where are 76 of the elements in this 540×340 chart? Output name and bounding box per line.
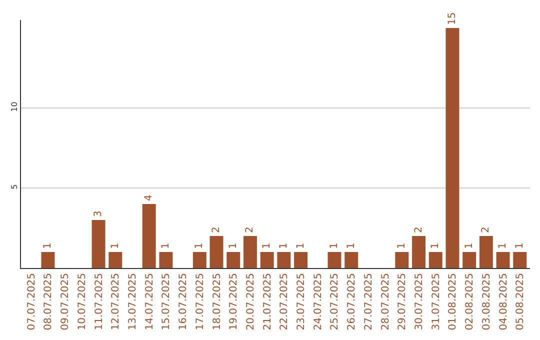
x-tick-label: 18.07.2025 (212, 273, 223, 330)
bar (513, 252, 527, 268)
x-tick-label: 07.07.2025 (26, 273, 38, 330)
x-tick-label: 02.08.2025 (464, 273, 476, 330)
x-tick-label: 27.07.2025 (363, 273, 374, 330)
bar (395, 252, 409, 268)
data-label: 1 (262, 242, 273, 249)
bar (328, 252, 342, 268)
x-tick-label: 14.07.2025 (144, 273, 156, 330)
data-label: 1 (42, 242, 54, 249)
x-tick-label: 28.07.2025 (380, 273, 392, 330)
data-label: 4 (144, 194, 155, 201)
bar (260, 252, 274, 268)
x-tick-label: 01.08.2025 (448, 273, 459, 330)
data-label: 1 (498, 242, 509, 249)
x-tick-label: 16.07.2025 (178, 273, 190, 330)
bar (41, 252, 55, 268)
x-tick-label: 25.07.2025 (330, 273, 341, 330)
bar (446, 28, 460, 268)
data-label: 1 (278, 242, 290, 249)
bar (412, 236, 426, 268)
bar (142, 204, 156, 268)
y-tick-label: 5 (10, 184, 19, 190)
data-label: 1 (110, 242, 121, 249)
data-label: 1 (464, 242, 475, 249)
x-tick-label: 03.08.2025 (481, 273, 492, 330)
x-tick-label: 29.07.2025 (397, 273, 408, 330)
data-label: 1 (194, 242, 206, 249)
data-label: 2 (413, 226, 424, 233)
x-tick-label: 17.07.2025 (194, 273, 206, 330)
data-label: 2 (244, 226, 256, 233)
data-label: 1 (160, 242, 172, 249)
x-tick-label: 26.07.2025 (346, 273, 358, 330)
bar (210, 236, 224, 268)
x-tick-label: 08.07.2025 (43, 273, 54, 330)
x-tick-label: 13.07.2025 (127, 273, 138, 330)
bar (294, 252, 308, 268)
x-tick-label: 31.07.2025 (430, 273, 442, 330)
bar (192, 252, 206, 268)
x-tick-label: 05.08.2025 (515, 273, 526, 330)
bar (243, 236, 257, 268)
data-label: 2 (211, 226, 222, 233)
data-label: 1 (514, 242, 526, 249)
x-tick-label: 10.07.2025 (76, 273, 88, 330)
bar (108, 252, 122, 268)
data-label: 1 (295, 242, 306, 249)
x-tick-label: 22.07.2025 (279, 273, 290, 330)
data-label: 1 (346, 242, 357, 249)
bar (277, 252, 291, 268)
data-label: 1 (396, 242, 408, 249)
bar (344, 252, 358, 268)
bar (462, 252, 476, 268)
x-tick-label: 20.07.2025 (245, 273, 256, 330)
x-tick-label: 24.07.2025 (312, 273, 324, 330)
data-label: 1 (228, 242, 239, 249)
x-tick-label: 30.07.2025 (414, 273, 426, 330)
x-tick-label: 04.08.2025 (498, 273, 510, 330)
bar (479, 236, 493, 268)
data-label: 2 (480, 226, 492, 233)
bar (159, 252, 173, 268)
bar (496, 252, 510, 268)
data-label: 15 (446, 12, 458, 25)
x-tick-label: 09.07.2025 (60, 273, 72, 330)
y-tick-label: 10 (10, 102, 19, 112)
bar (428, 252, 442, 268)
bar (92, 220, 106, 268)
data-label: 1 (430, 242, 442, 249)
x-tick-label: 11.07.2025 (94, 273, 105, 330)
x-tick-label: 21.07.2025 (262, 273, 274, 330)
data-label: 1 (328, 242, 340, 249)
x-tick-label: 15.07.2025 (161, 273, 172, 330)
bar (226, 252, 240, 268)
data-label: 3 (93, 210, 104, 217)
x-tick-label: 19.07.2025 (228, 273, 240, 330)
x-tick-label: 12.07.2025 (110, 273, 122, 330)
x-tick-label: 23.07.2025 (296, 273, 308, 330)
